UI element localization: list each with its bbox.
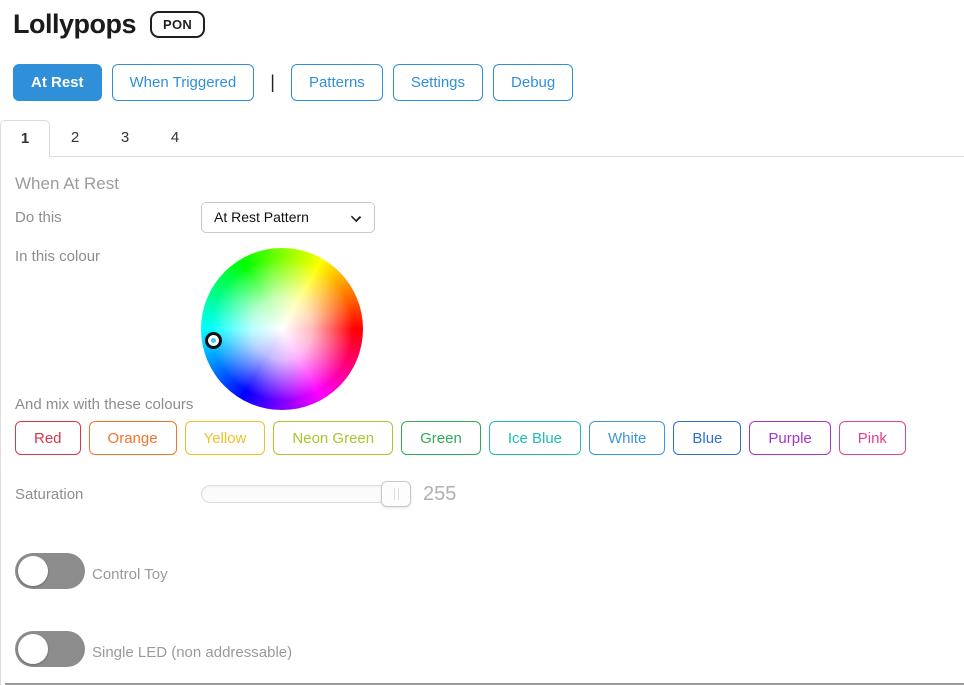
- in-colour-label: In this colour: [15, 248, 101, 265]
- mix-orange-button[interactable]: Orange: [88, 421, 177, 455]
- mix-colour-buttons: Red Orange Yellow Neon Green Green Ice B…: [15, 421, 964, 455]
- colour-wheel-marker[interactable]: [205, 332, 222, 349]
- page-title: Lollypops: [13, 8, 137, 39]
- tab-1[interactable]: 1: [0, 120, 50, 158]
- mix-ice-blue-button[interactable]: Ice Blue: [488, 421, 582, 455]
- header: Lollypops PON: [0, 0, 964, 39]
- single-led-toggle[interactable]: [15, 631, 85, 667]
- settings-button[interactable]: Settings: [392, 64, 484, 101]
- mix-white-button[interactable]: White: [589, 421, 666, 455]
- section-heading: When At Rest: [15, 174, 119, 193]
- when-triggered-button[interactable]: When Triggered: [111, 64, 255, 101]
- toolbar-separator: |: [270, 72, 275, 92]
- bottom-divider: [5, 683, 964, 685]
- pattern-select[interactable]: At Rest Pattern: [201, 201, 375, 233]
- single-led-row: Single LED (non addressable): [15, 631, 964, 667]
- control-toy-label: Control Toy: [92, 566, 168, 583]
- saturation-row: Saturation 255: [15, 479, 964, 509]
- mix-neon-green-button[interactable]: Neon Green: [273, 421, 394, 455]
- chevron-down-icon: [350, 211, 362, 222]
- saturation-slider[interactable]: [201, 481, 411, 507]
- saturation-slider-thumb[interactable]: [381, 481, 411, 507]
- toggle-knob: [18, 634, 48, 664]
- tab-3[interactable]: 3: [120, 129, 130, 146]
- toggle-knob: [18, 556, 48, 586]
- mix-colours-label: And mix with these colours: [15, 396, 194, 413]
- do-this-row: Do this At Rest Pattern: [15, 201, 964, 233]
- pattern-select-value: At Rest Pattern: [214, 209, 309, 225]
- mix-pink-button[interactable]: Pink: [838, 421, 906, 455]
- colour-row: In this colour: [15, 248, 964, 410]
- tab-bar: 1 2 3 4: [0, 120, 964, 158]
- saturation-value: 255: [423, 482, 457, 505]
- tab-2[interactable]: 2: [70, 129, 80, 146]
- control-toy-toggle[interactable]: [15, 553, 85, 589]
- tab-4[interactable]: 4: [170, 129, 180, 146]
- do-this-label: Do this: [15, 208, 62, 226]
- saturation-label: Saturation: [15, 485, 84, 503]
- mix-red-button[interactable]: Red: [15, 421, 81, 455]
- patterns-button[interactable]: Patterns: [290, 64, 383, 101]
- debug-button[interactable]: Debug: [493, 64, 574, 101]
- colour-wheel[interactable]: [201, 248, 363, 410]
- mix-green-button[interactable]: Green: [401, 421, 481, 455]
- mix-purple-button[interactable]: Purple: [749, 421, 831, 455]
- tab-panel: When At Rest Do this At Rest Pattern In …: [0, 157, 964, 685]
- mix-yellow-button[interactable]: Yellow: [184, 421, 266, 455]
- toolbar: At Rest When Triggered | Patterns Settin…: [13, 64, 964, 101]
- device-badge: PON: [150, 10, 206, 38]
- mix-blue-button[interactable]: Blue: [673, 421, 742, 455]
- control-toy-row: Control Toy: [15, 553, 964, 589]
- at-rest-button[interactable]: At Rest: [13, 64, 102, 101]
- single-led-label: Single LED (non addressable): [92, 644, 293, 661]
- slider-grip-icon: [393, 488, 399, 500]
